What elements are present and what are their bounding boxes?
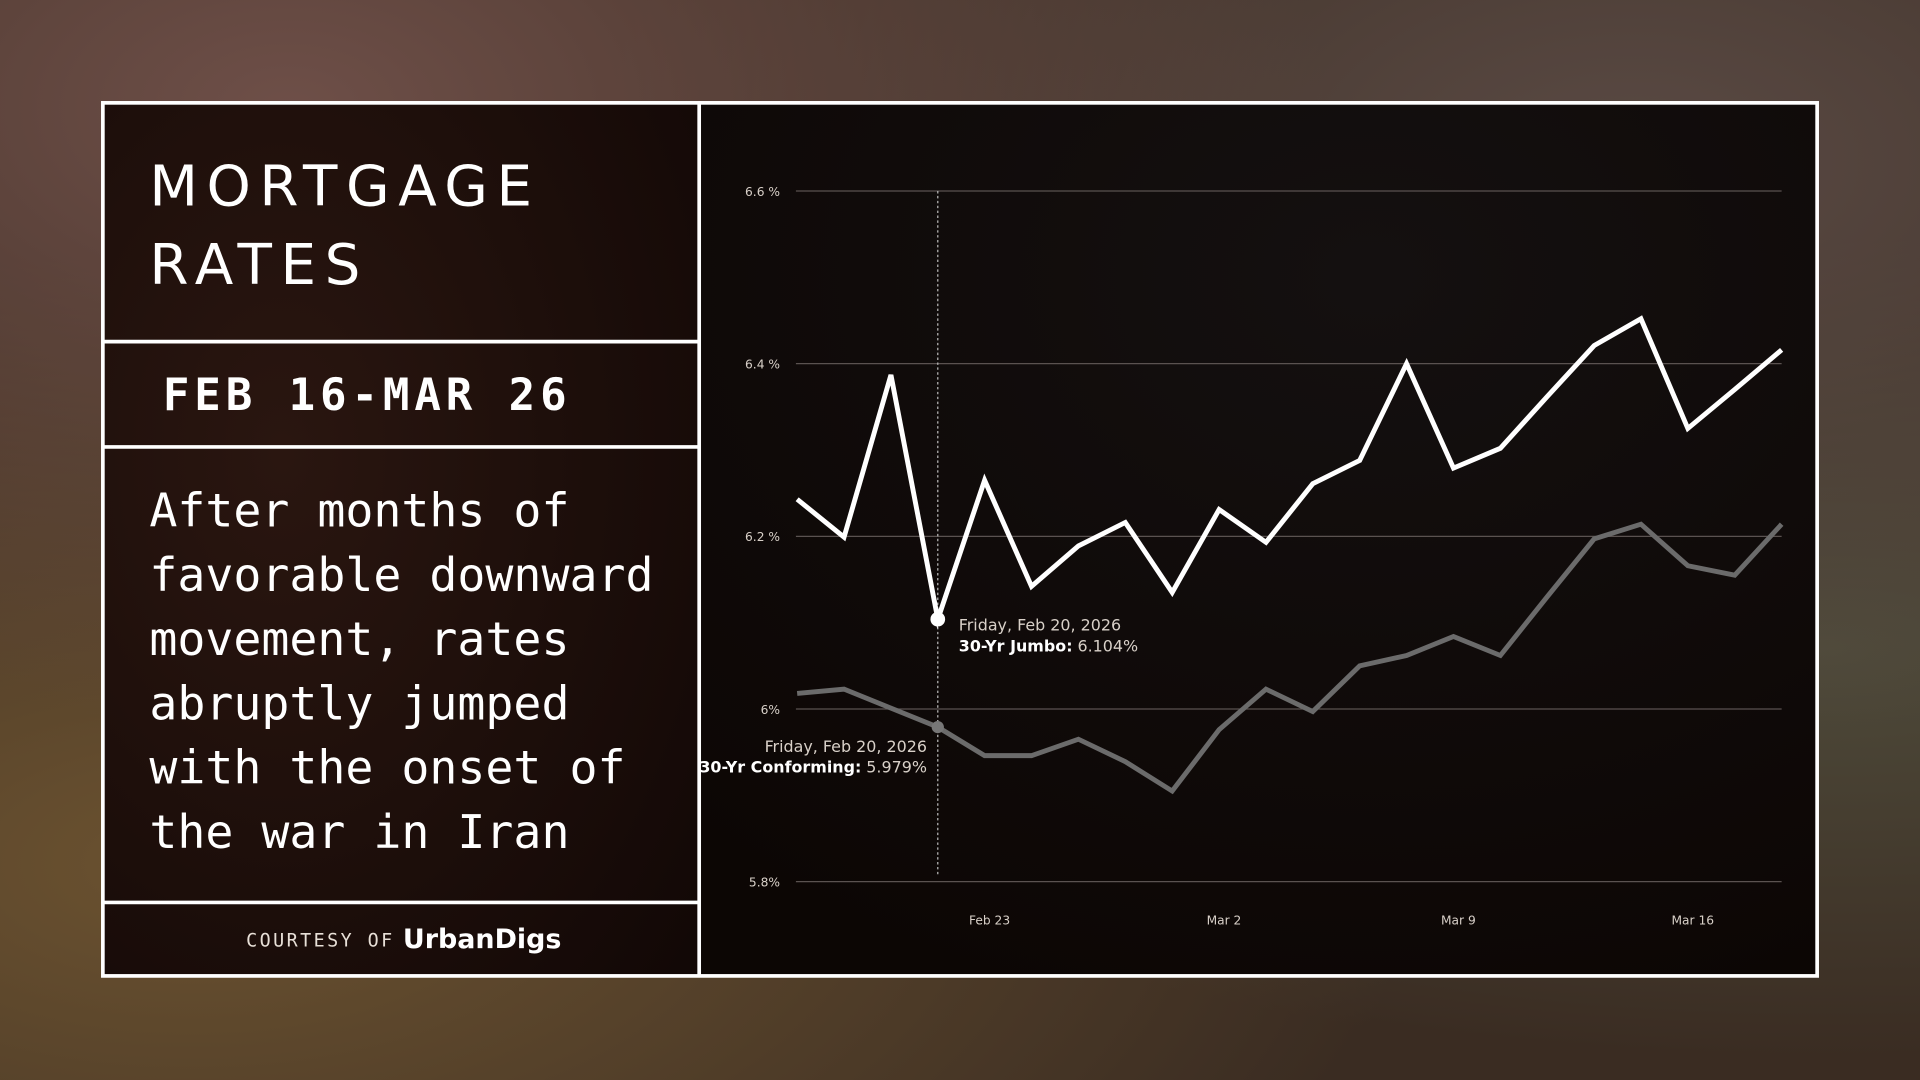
- date-range: FEB 16-MAR 26: [163, 370, 572, 421]
- x-tick-label: Mar 9: [1441, 913, 1476, 927]
- annotation-label: 30-Yr Jumbo:: [959, 636, 1073, 655]
- x-tick-label: Mar 16: [1671, 913, 1714, 927]
- series-line: [795, 315, 1784, 629]
- annotation-number: 6.104%: [1077, 636, 1138, 655]
- courtesy-prefix: COURTESY OF: [246, 931, 395, 952]
- y-tick-label: 6.4 %: [745, 358, 780, 372]
- description: After months of favorable downward movemen…: [149, 484, 653, 859]
- title: MORTGAGE: [149, 155, 540, 220]
- annotation-date: Friday, Feb 20, 2026: [959, 616, 1121, 635]
- hover-marker: [931, 720, 944, 734]
- y-tick-label: 6%: [761, 703, 780, 717]
- annotation-date: Friday, Feb 20, 2026: [765, 737, 927, 756]
- x-tick-label: Mar 2: [1207, 913, 1242, 927]
- hover-marker: [930, 611, 946, 627]
- annotation-value: 30-Yr Conforming: 5.979%: [699, 758, 927, 777]
- frame: [101, 101, 1819, 978]
- courtesy-brand: UrbanDigs: [403, 924, 562, 955]
- left-panel: [102, 102, 700, 976]
- y-tick-label: 6.6 %: [745, 185, 780, 199]
- description-line: After months of: [149, 484, 569, 538]
- description-line: favorable downward: [149, 548, 653, 602]
- description-line: movement, rates: [149, 612, 569, 666]
- annotation-number: 5.979%: [866, 758, 927, 777]
- description-line: the war in Iran: [149, 805, 569, 859]
- title: RATES: [149, 233, 369, 298]
- y-tick-label: 5.8%: [749, 876, 780, 890]
- y-tick-label: 6.2 %: [745, 530, 780, 544]
- annotation-label: 30-Yr Conforming:: [699, 758, 861, 777]
- series-line: [796, 521, 1784, 795]
- description-line: with the onset of: [149, 741, 625, 795]
- annotation-value: 30-Yr Jumbo: 6.104%: [959, 636, 1138, 655]
- description-line: abruptly jumped: [149, 676, 569, 730]
- x-tick-label: Feb 23: [969, 913, 1010, 927]
